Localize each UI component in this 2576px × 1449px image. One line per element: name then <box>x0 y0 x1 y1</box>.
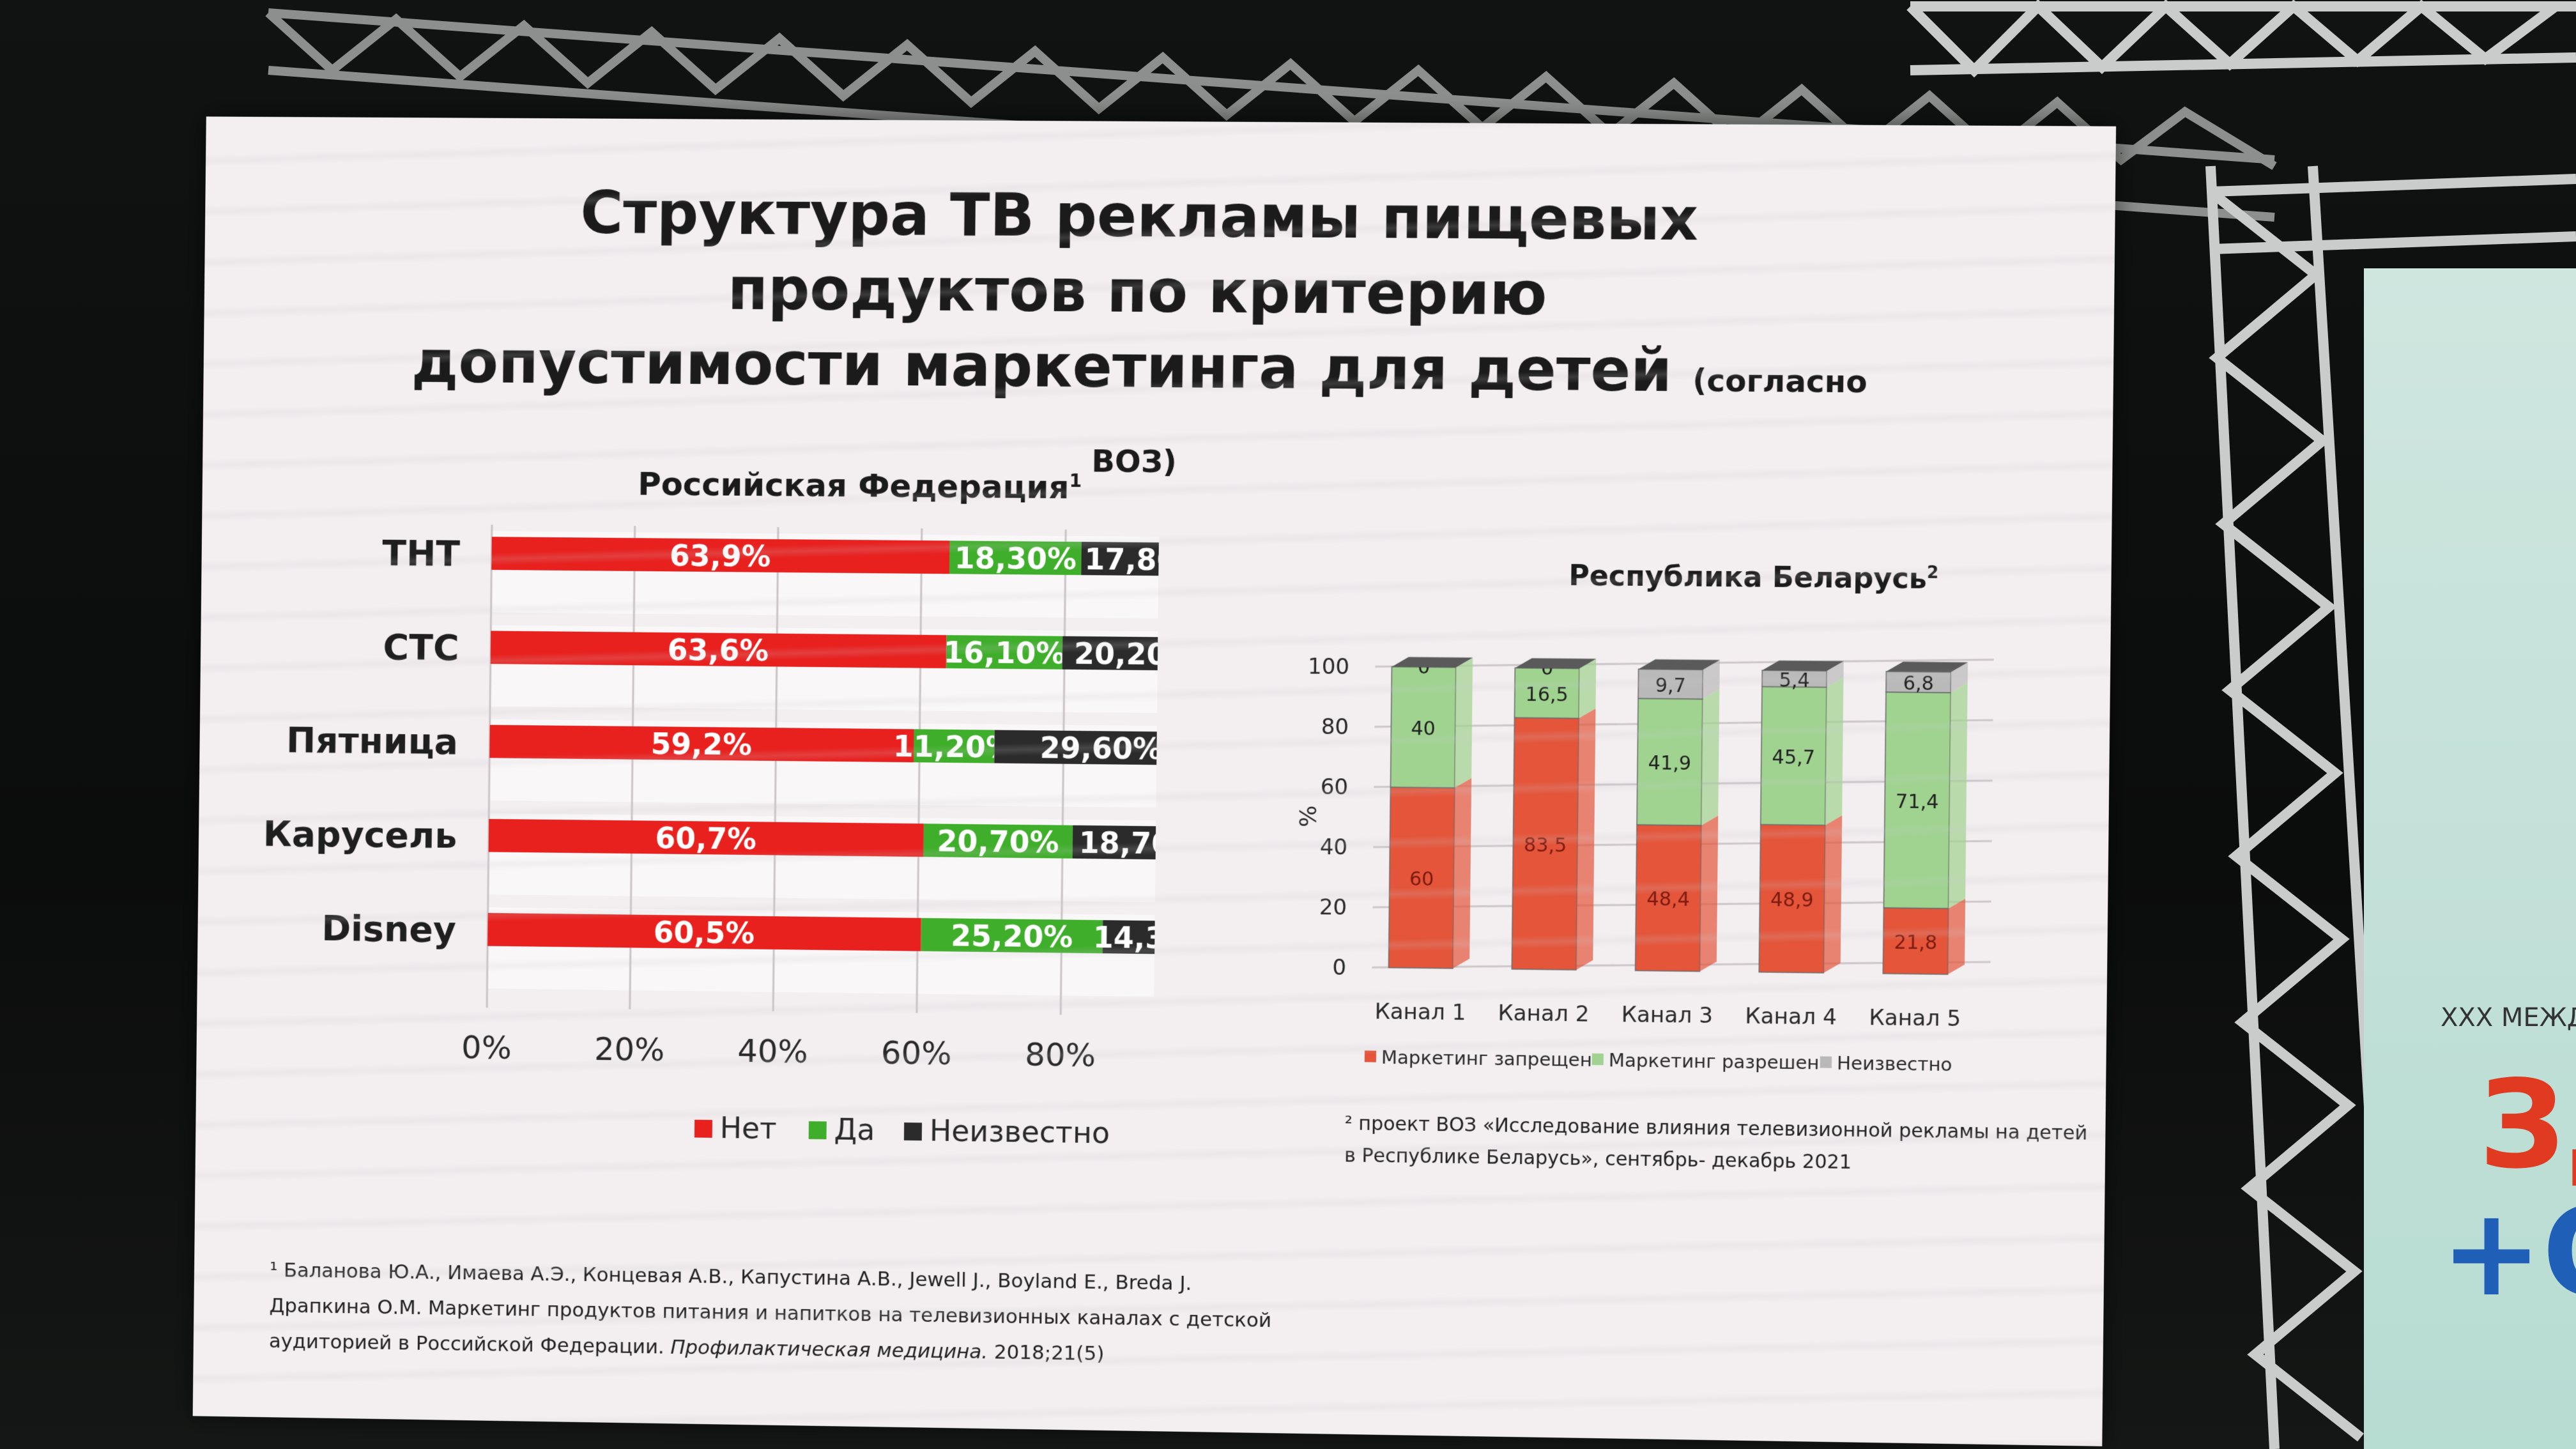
bar-side-face <box>1453 778 1471 969</box>
bar-data-label: 20,20% <box>1074 636 1159 672</box>
chart-russia: 0% 20% 40% 60% 80% 100% ТНТ 63,9% 18,30%17,80% СТ… <box>233 510 1159 1156</box>
bar-data-label: 71,4 <box>1896 790 1939 813</box>
x-category-label: Канал 5 <box>1869 1005 1961 1031</box>
bar-data-label: 9,7 <box>1655 674 1686 697</box>
bar-data-label: 63,6% <box>668 632 769 668</box>
x-tick-label: 100% <box>1159 1038 1160 1076</box>
bar-data-label: 21,8 <box>1894 931 1938 954</box>
bar-data-label: 59,2% <box>650 726 752 762</box>
y-tick-label: 60 <box>1321 774 1349 800</box>
y-tick-label: 0 <box>1332 954 1346 979</box>
x-category-label: Канал 2 <box>1498 1000 1589 1027</box>
bar-data-label: 60,5% <box>654 915 755 951</box>
bar-data-label: 6,8 <box>1903 672 1934 695</box>
legend-label: Неизвестно <box>930 1113 1110 1150</box>
bar-data-label: 48,9 <box>1770 889 1814 912</box>
bar-side-face <box>1949 682 1968 908</box>
legend-swatch <box>1592 1054 1604 1065</box>
slide-title-line2: допустимости маркетинга для детей <box>411 328 1673 405</box>
slide-title: Структура ТВ рекламы пищевых продуктов п… <box>404 174 1876 505</box>
y-category-label: СТС <box>383 627 459 669</box>
bar-data-label: 20,70% <box>937 824 1059 859</box>
chart-by-title-sup: 2 <box>1927 564 1939 583</box>
bar-data-label: 18,30% <box>954 540 1077 576</box>
y-tick-label: 80 <box>1321 714 1349 740</box>
legend-label: Нет <box>719 1110 777 1146</box>
x-category-label: Канал 3 <box>1621 1002 1713 1028</box>
bar-side-face <box>1699 815 1718 971</box>
banner-text-top: XXX МЕЖД <box>2441 1003 2576 1032</box>
x-tick-label: 80% <box>1025 1036 1096 1074</box>
bar-side-face <box>1579 659 1596 719</box>
bar-side-face <box>1825 677 1844 825</box>
chart-ru-title-text: Российская Федерация <box>638 466 1070 506</box>
bar-data-label: 14,30% <box>1093 920 1160 956</box>
x-tick-label: 60% <box>881 1034 952 1073</box>
x-category-label: Канал 4 <box>1745 1003 1837 1029</box>
banner-text-large: ЗД <box>2479 1054 2576 1195</box>
chart-ru-title-sup: 1 <box>1069 470 1082 491</box>
bar-data-label: 60 <box>1409 868 1434 891</box>
event-banner: XXX МЕЖД ЗД +О <box>2364 268 2576 1449</box>
bar-data-label: 25,20% <box>951 918 1073 954</box>
chart-by-title: Республика Беларусь2 <box>1568 560 1938 595</box>
slide-title-line1: Структура ТВ рекламы пищевых продуктов п… <box>406 174 1876 334</box>
bar-data-label: 29,60% <box>1039 730 1159 766</box>
bar-data-label: 18,70% <box>1078 825 1159 861</box>
bar-data-label: 63,9% <box>670 538 771 573</box>
bar-data-label: 17,80% <box>1084 542 1159 578</box>
footnote-belarus: ² проект ВОЗ «Исследование влияния телев… <box>1344 1108 2088 1182</box>
y-axis-label: % <box>1295 805 1322 827</box>
bar-side-face <box>1823 815 1842 973</box>
bar-side-face <box>1455 657 1473 788</box>
bar-data-label: 40 <box>1411 717 1436 740</box>
bar-data-label: 16,10% <box>943 635 1066 671</box>
x-tick-label: 0% <box>461 1029 512 1066</box>
bar-data-label: 60,7% <box>655 820 756 856</box>
y-category-label: ТНТ <box>382 533 460 575</box>
legend-swatch <box>1365 1050 1376 1062</box>
x-tick-label: 40% <box>737 1032 808 1070</box>
legend-swatch <box>1820 1056 1832 1068</box>
legend-label: Маркетинг запрещен <box>1381 1046 1592 1071</box>
legend-label: Неизвестно <box>1837 1052 1952 1076</box>
bar-side-face <box>1576 709 1595 970</box>
legend-label: Да <box>834 1112 875 1147</box>
legend-swatch <box>809 1121 827 1139</box>
banner-text-plus: +О <box>2441 1182 2576 1323</box>
legend-label: Маркетинг разрешен <box>1609 1049 1820 1074</box>
footnote-ru-line3a: аудиторией в Российской Федерации. <box>269 1330 671 1358</box>
bar-data-label: 16,5 <box>1525 683 1568 706</box>
chart-by-title-text: Республика Беларусь <box>1568 560 1927 595</box>
legend-swatch <box>904 1123 922 1140</box>
bar-data-label: 48,4 <box>1646 888 1690 911</box>
x-tick-label: 20% <box>594 1031 665 1068</box>
y-tick-label: 20 <box>1319 894 1347 920</box>
slide-title-line2-wrap: допустимости маркетинга для детей (согла… <box>404 325 1874 505</box>
chart-ru-title: Российская Федерация1 <box>638 466 1082 506</box>
bar-side-face <box>1701 689 1719 825</box>
bar-side-face <box>1948 898 1966 974</box>
y-tick-label: 40 <box>1320 834 1348 860</box>
projection-screen: Структура ТВ рекламы пищевых продуктов п… <box>193 116 2116 1446</box>
footnote-russia: ¹ Баланова Ю.А., Имаева А.Э., Концевая А… <box>269 1252 1272 1374</box>
footnote-ru-line3c: 2018;21(5) <box>988 1340 1105 1365</box>
y-category-label: Пятница <box>286 719 459 763</box>
y-category-label: Disney <box>321 908 456 951</box>
chart-belarus: 020406080100%60400Канал 183,516,50Канал … <box>1262 608 2039 1104</box>
legend-swatch <box>694 1120 712 1138</box>
bar-data-label: 41,9 <box>1648 752 1692 775</box>
x-category-label: Канал 1 <box>1374 999 1466 1025</box>
y-category-label: Карусель <box>263 813 457 857</box>
bar-data-label: 5,4 <box>1779 669 1810 692</box>
y-tick-label: 100 <box>1308 654 1349 679</box>
bar-data-label: 45,7 <box>1772 746 1815 769</box>
bar-data-label: 83,5 <box>1524 834 1567 857</box>
footnote-ru-journal: Профилактическая медицина. <box>670 1336 988 1363</box>
